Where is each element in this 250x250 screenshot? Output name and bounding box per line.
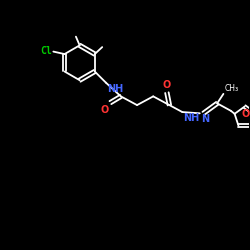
Text: NH: NH bbox=[183, 112, 200, 122]
Text: N: N bbox=[201, 114, 209, 124]
Text: NH: NH bbox=[107, 84, 123, 94]
Text: O: O bbox=[163, 80, 171, 90]
Text: O: O bbox=[101, 104, 109, 115]
Text: CH₃: CH₃ bbox=[224, 84, 238, 93]
Text: Cl: Cl bbox=[40, 46, 52, 56]
Text: O: O bbox=[242, 109, 250, 119]
